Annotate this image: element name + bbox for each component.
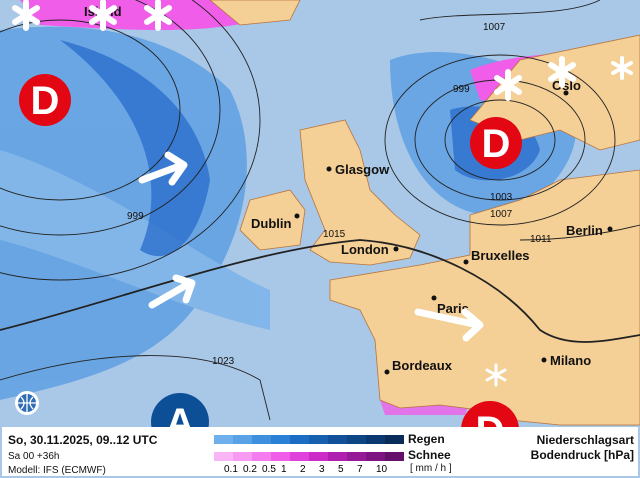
scale-swatch [328,435,347,444]
scale-ticks: 0.1 0.2 0.5 1 2 3 5 7 10 [224,464,395,475]
scale-tick: 7 [357,464,363,475]
city-london: London [341,242,389,257]
scale-swatch [290,452,309,461]
globe-icon[interactable] [15,391,39,415]
forecast-date: So, 30.11.2025, 09..12 UTC [8,433,158,447]
city-bordeaux: Bordeaux [392,358,453,373]
city-bruxelles: Bruxelles [471,248,530,263]
model-name: Modell: IFS (ECMWF) [8,465,106,476]
isobar-label: 1011 [530,234,552,245]
snowflake-icon [494,69,522,101]
svg-text:D: D [482,122,511,166]
legend-title-pressure: Bodendruck [hPa] [530,448,634,462]
rain-label: Regen [408,432,445,446]
snowflakes [12,0,633,387]
isobar-label: 1003 [490,192,513,203]
scale-swatch [271,435,290,444]
scale-swatch [214,435,233,444]
scale-swatch [347,452,366,461]
scale-swatch [309,435,328,444]
land [209,0,640,426]
svg-text:D: D [31,79,60,123]
city-oslo: Oslo [552,78,581,93]
scale-tick: 0.1 [224,464,238,475]
isobar-label: 999 [127,211,144,222]
isobar-labels: 1007 999 1003 1007 1011 1015 1023 999 [127,22,552,367]
city-paris: Paris [437,301,469,316]
scale-tick: 3 [319,464,325,475]
wind-arrow-icon [148,274,196,309]
scale-swatch [271,452,290,461]
isobar-label: 1007 [483,22,506,33]
wind-arrows [138,151,484,342]
isobar-label: 1007 [490,209,513,220]
isobar-label: 1023 [212,356,235,367]
legend-panel: So, 30.11.2025, 09..12 UTC Sa 00 +36h Mo… [2,427,638,476]
city-berlin: Berlin [566,223,603,238]
snowflake-icon [144,0,172,31]
isobars [0,0,640,421]
rain-color-scale [214,435,404,444]
scale-swatch [252,452,271,461]
snowflake-icon [89,0,117,31]
isobar-label: 999 [453,84,470,95]
unit-label: [ mm / h ] [410,463,452,474]
wind-arrow-icon [414,308,484,342]
scale-swatch [252,435,271,444]
scale-tick: 10 [376,464,388,475]
city-dublin: Dublin [251,216,291,231]
scale-swatch [233,435,252,444]
snowflake-icon [12,0,40,31]
scale-swatch [309,452,328,461]
snow-label: Schnee [408,448,451,462]
scale-tick: 2 [300,464,306,475]
scale-swatch [290,435,309,444]
snowflake-icon [485,363,507,387]
scale-swatch [385,435,404,444]
scale-tick: 1 [281,464,287,475]
snowflake-icon [611,56,633,80]
scale-swatch [366,435,385,444]
low-pressure-north-sea: D [470,117,522,169]
snow-color-scale [214,452,404,461]
scale-tick: 0.2 [243,464,257,475]
forecast-run: Sa 00 +36h [8,451,60,462]
scale-swatch [347,435,366,444]
scale-tick: 5 [338,464,344,475]
scale-tick: 0.5 [262,464,276,475]
scale-swatch [233,452,252,461]
isobar-label: 1015 [323,229,346,240]
scale-swatch [328,452,347,461]
legend-title-precip-type: Niederschlagsart [536,433,634,447]
wind-arrow-icon [138,151,188,186]
scale-swatch [385,452,404,461]
snowflake-icon [548,56,576,88]
scale-swatch [214,452,233,461]
city-milano: Milano [550,353,591,368]
low-pressure-west: D [19,74,71,126]
city-glasgow: Glasgow [335,162,390,177]
scale-swatch [366,452,385,461]
